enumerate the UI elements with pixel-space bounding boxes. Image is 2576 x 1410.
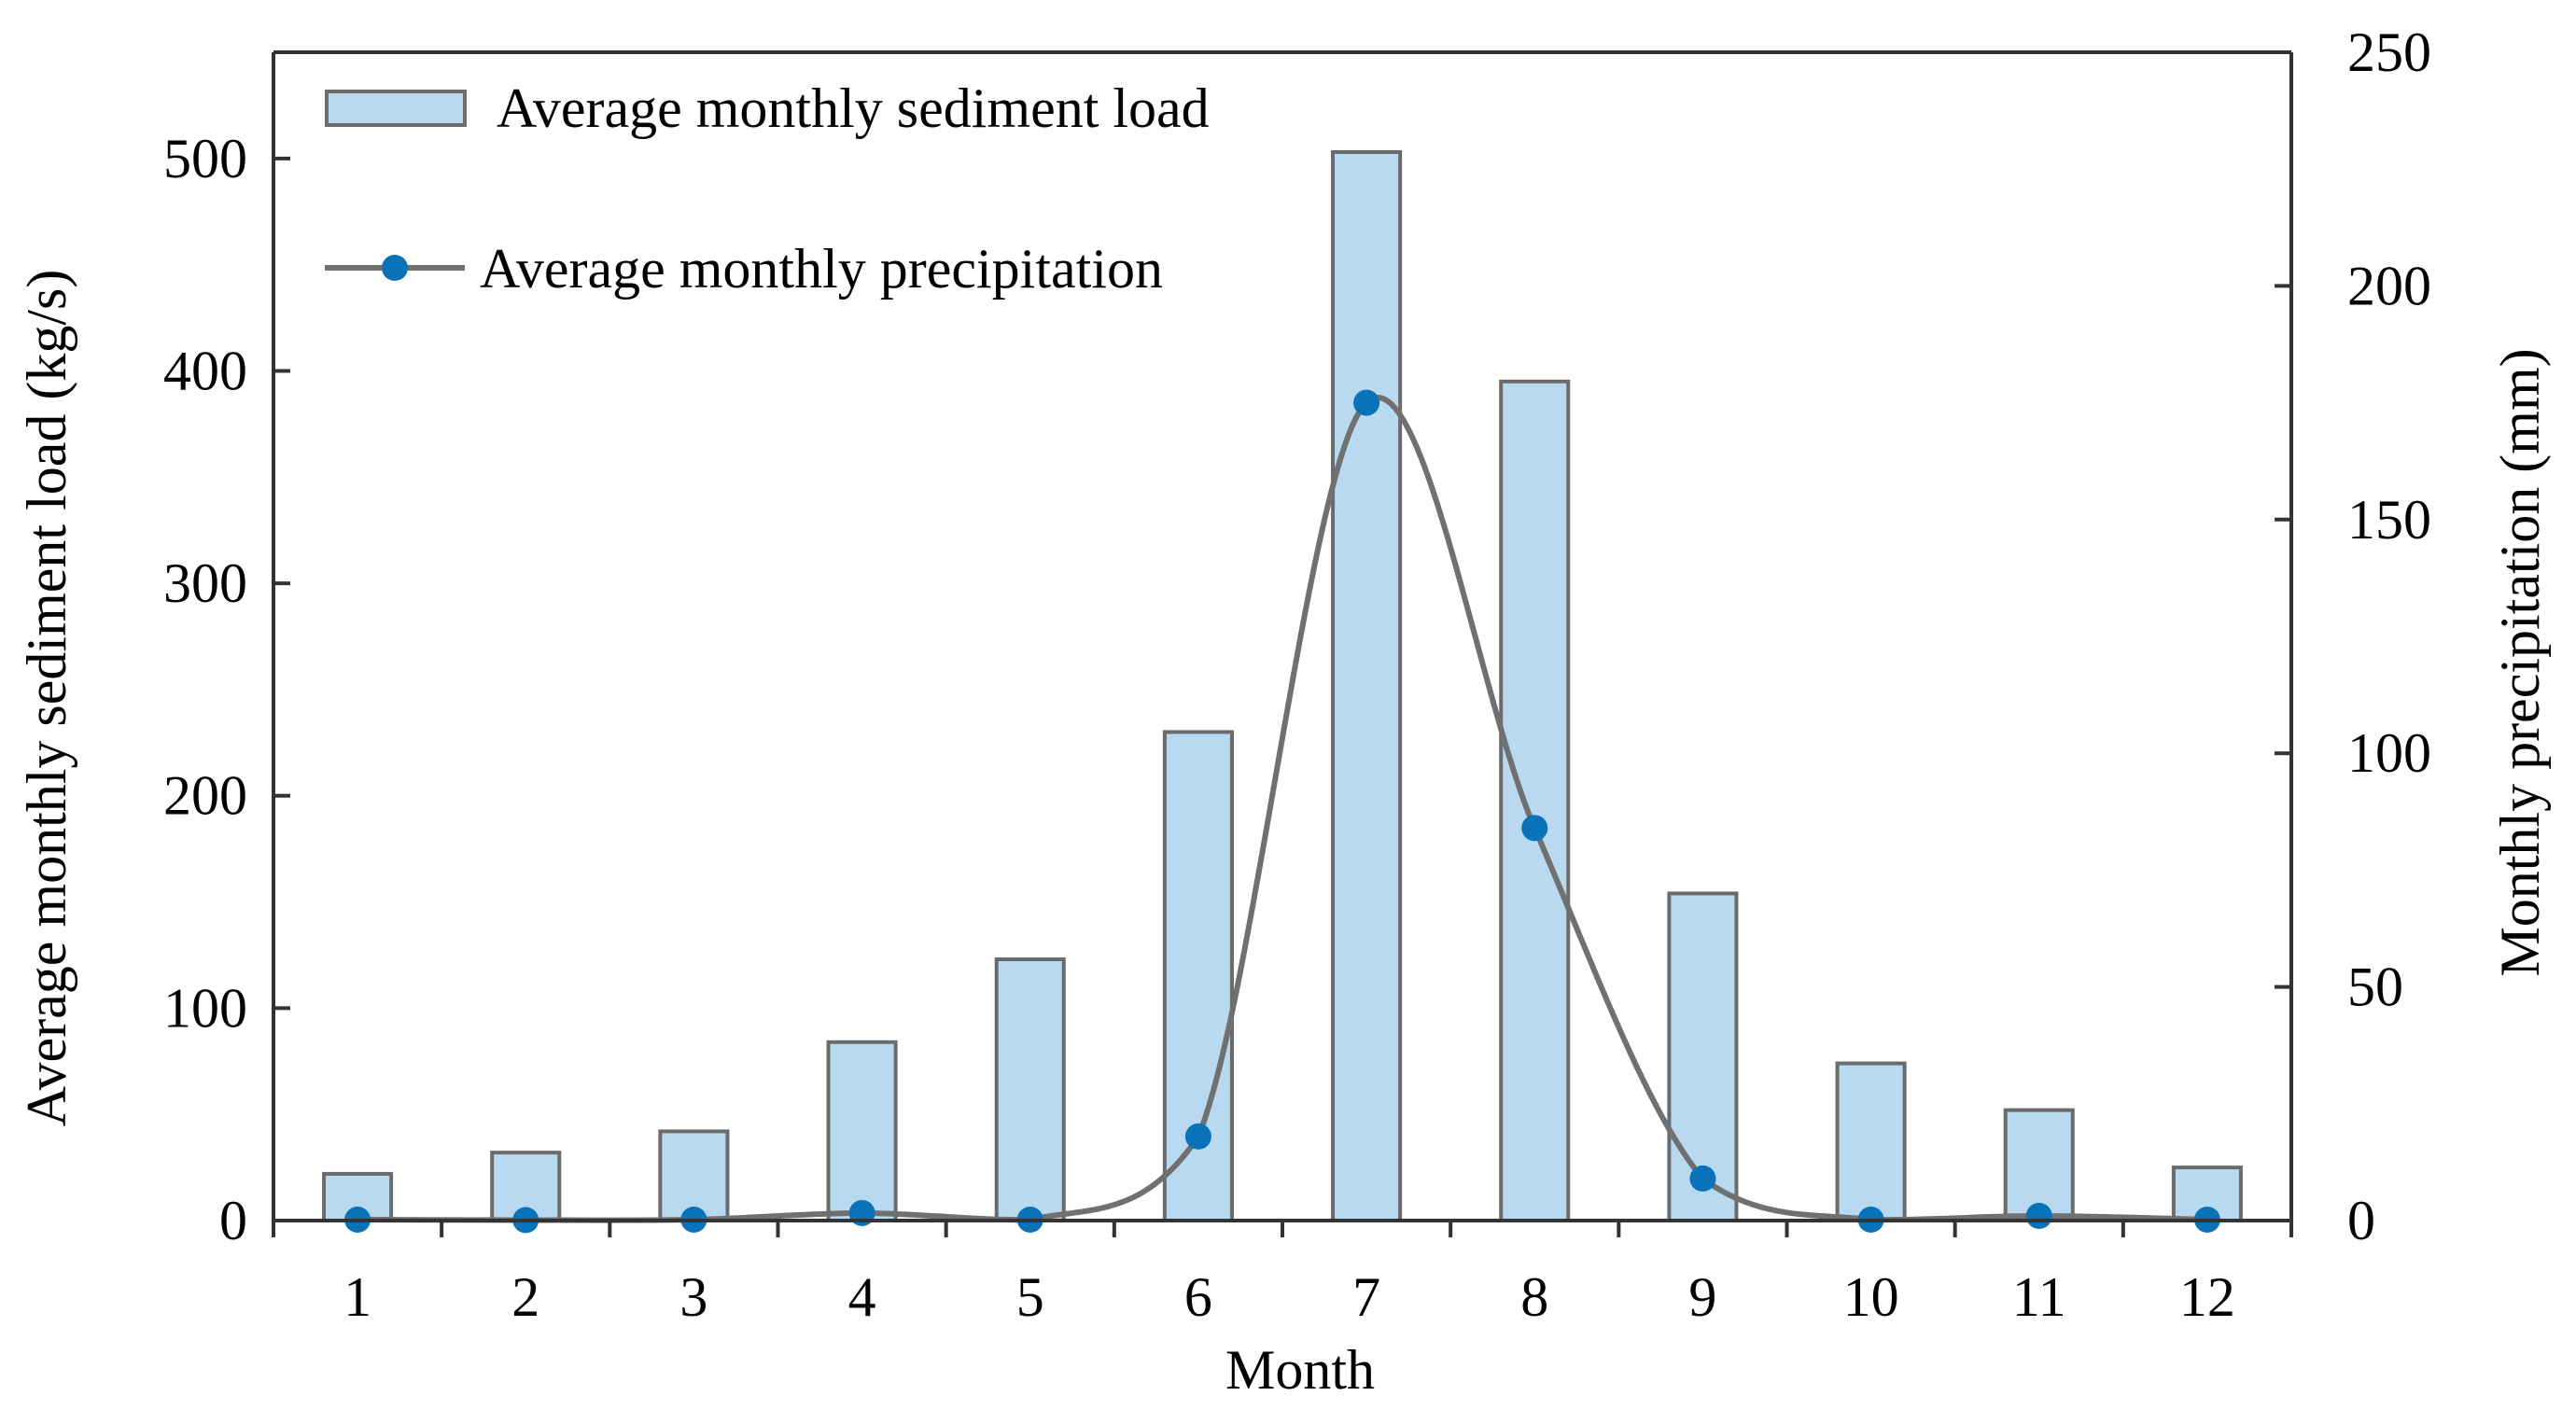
bar-month-7 <box>1331 149 1403 1222</box>
bars-layer <box>322 149 2243 1223</box>
y-right-tick-label: 100 <box>2347 722 2431 784</box>
precipitation-point-month-11 <box>2025 1202 2052 1229</box>
y-right-tick-label: 0 <box>2347 1190 2375 1251</box>
y-left-tick-label: 200 <box>163 765 247 827</box>
x-tick-label: 2 <box>511 1266 539 1328</box>
legend-line-marker <box>382 255 408 281</box>
y-axis-right-title: Monthly precipitation (mm) <box>2489 348 2551 976</box>
bar-month-10 <box>1835 1061 1907 1222</box>
x-tick-label: 6 <box>1184 1266 1212 1328</box>
bar-month-4 <box>826 1040 898 1222</box>
x-tick-label: 5 <box>1016 1266 1044 1328</box>
precipitation-point-month-9 <box>1689 1165 1716 1192</box>
precipitation-point-month-6 <box>1184 1123 1211 1150</box>
x-tick-label: 12 <box>2179 1266 2235 1328</box>
x-tick-label: 11 <box>2012 1266 2066 1328</box>
y-right-tick-label: 150 <box>2347 489 2431 551</box>
x-axis-title: Month <box>1225 1339 1375 1401</box>
y-right-tick-label: 250 <box>2347 21 2431 83</box>
y-left-tick-label: 0 <box>219 1190 247 1251</box>
legend-bar-label: Average monthly sediment load <box>497 77 1210 139</box>
line-layer <box>344 389 2220 1234</box>
bar-month-11 <box>2003 1108 2075 1223</box>
precipitation-point-month-8 <box>1521 815 1548 842</box>
x-tick-label: 3 <box>679 1266 707 1328</box>
y-left-tick-label: 400 <box>163 340 247 401</box>
x-tick-label: 4 <box>848 1266 876 1328</box>
x-tick-label: 1 <box>343 1266 371 1328</box>
y-left-tick-label: 500 <box>163 128 247 189</box>
bar-month-8 <box>1499 379 1571 1222</box>
y-axis-left-title: Average monthly sediment load (kg/s) <box>16 270 77 1127</box>
bar-month-5 <box>994 957 1066 1223</box>
x-tick-label: 7 <box>1352 1266 1380 1328</box>
legend-bar-swatch <box>325 90 467 127</box>
y-left-tick-label: 300 <box>163 552 247 614</box>
y-right-tick-label: 50 <box>2347 956 2403 1018</box>
x-tick-label: 9 <box>1688 1266 1716 1328</box>
legend: Average monthly sediment load Average mo… <box>325 77 1210 300</box>
x-tick-label: 10 <box>1843 1266 1899 1328</box>
y-right-tick-label: 200 <box>2347 255 2431 316</box>
precipitation-line <box>357 395 2207 1223</box>
precipitation-point-month-7 <box>1353 389 1380 416</box>
x-tick-label: 8 <box>1520 1266 1548 1328</box>
y-left-tick-label: 100 <box>163 977 247 1039</box>
legend-line-label: Average monthly precipitation <box>480 238 1163 300</box>
